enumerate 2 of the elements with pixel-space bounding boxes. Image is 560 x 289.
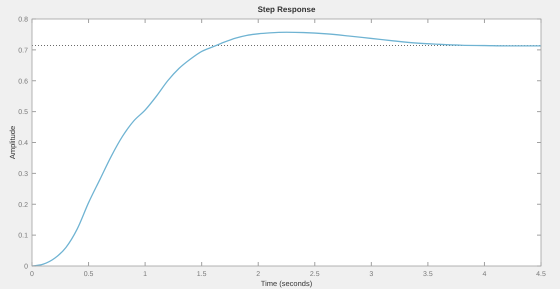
chart-title: Step Response [258,5,316,14]
line-series [31,32,542,267]
